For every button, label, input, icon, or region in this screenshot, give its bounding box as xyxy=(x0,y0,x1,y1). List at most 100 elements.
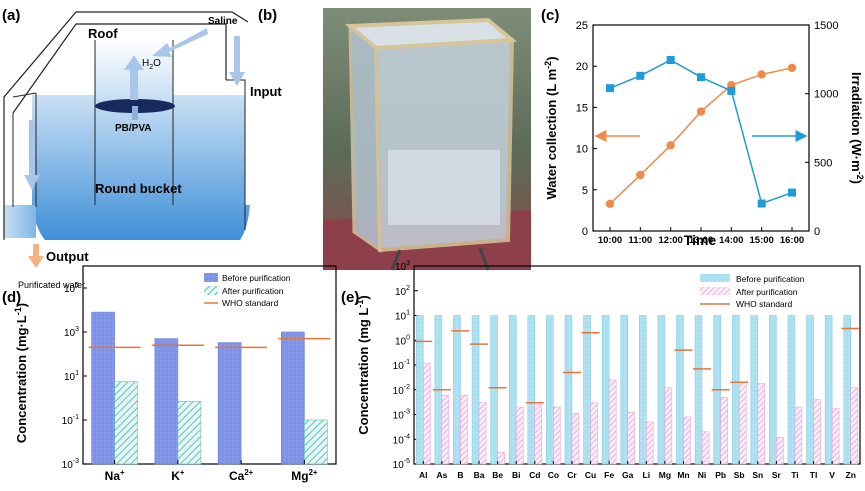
chart-e-bar-before xyxy=(546,315,554,465)
vapor-arrow xyxy=(124,55,144,100)
chart-c-point-left xyxy=(636,170,645,180)
legend-swatch-after xyxy=(204,286,218,295)
chart-e-bar-before xyxy=(639,315,647,465)
chart-e-xtick-label: Ti xyxy=(791,470,798,480)
chart-e-bar-after xyxy=(701,431,710,465)
legend-label-after: After purification xyxy=(222,286,284,296)
chart-c-xlabel: Time xyxy=(684,232,717,248)
chart-d-xtick-label: Na+ xyxy=(105,468,125,483)
chart-e-bar-before xyxy=(843,315,851,465)
chart-e-ylabel: Concentration (mg L-1) xyxy=(355,295,371,434)
chart-e-bar-before xyxy=(769,315,777,465)
legend-label-who-e: WHO standard xyxy=(736,299,792,309)
chart-e-bar-after xyxy=(423,362,431,465)
roof-label: Roof xyxy=(88,26,118,41)
chart-e-ytick-label: 10-1 xyxy=(393,359,410,372)
chart-e-bar-after xyxy=(776,437,784,465)
chart-c-ylabel-right: Irradiation (W·m-2) xyxy=(849,72,865,184)
chart-e-xtick-label: As xyxy=(436,470,447,480)
chart-c-ylabel-left: Water collection (L m-2) xyxy=(543,56,559,199)
chart-e-bar-before xyxy=(508,315,517,465)
product-label: Purificated water xyxy=(18,280,85,290)
chart-e-bar-after xyxy=(813,399,821,465)
chart-c-xtick-label: 14:00 xyxy=(719,235,743,246)
panel-label-a: (a) xyxy=(2,7,20,24)
legend-label-before: Before purification xyxy=(222,273,291,283)
input-label: Input xyxy=(250,84,282,99)
chart-c-point-left xyxy=(787,63,797,73)
chart-e-legend: Before purification After purification W… xyxy=(700,274,805,309)
chart-e-ytick-label: 101 xyxy=(395,310,410,323)
chart-e-bar-after xyxy=(590,402,598,465)
membrane-label: PB/PVA xyxy=(115,123,152,134)
chart-c-point-right xyxy=(697,73,705,82)
chart-e-ytick-label: 100 xyxy=(395,334,410,347)
chart-c-xtick-label: 15:00 xyxy=(750,235,774,246)
bucket-water xyxy=(32,40,250,240)
output-label: Output xyxy=(46,249,89,264)
chart-e-xtick-label: Mn xyxy=(677,470,689,480)
chart-d-ytick-label: 103 xyxy=(64,326,79,339)
chart-e-bar-after xyxy=(478,402,487,465)
chart-d-ytick-label: 105 xyxy=(64,282,79,295)
chart-c-ytick-right-label: 1000 xyxy=(814,89,838,101)
roof-outline xyxy=(3,11,249,110)
legend-swatch-before-e xyxy=(700,274,730,282)
chart-c-xtick-label: 16:00 xyxy=(780,235,804,246)
chart-e-xtick-label: B xyxy=(457,470,463,480)
chart-c-ytick-right-label: 0 xyxy=(814,226,820,238)
legend-label-who: WHO standard xyxy=(222,298,278,308)
chart-c-point-right xyxy=(666,56,675,65)
chart-e-bar-after xyxy=(571,413,580,465)
chart-e-xtick-label: Sn xyxy=(752,470,763,480)
chart-e-xtick-label: Pb xyxy=(715,470,726,480)
chart-e-bar-after xyxy=(553,406,561,465)
chart-d-ylabel: Concentration (mg·L-1) xyxy=(13,303,29,443)
panel-label-c: (c) xyxy=(541,7,559,24)
chart-e-xtick-label: Cd xyxy=(529,470,540,480)
chart-c-point-left xyxy=(696,107,706,116)
chart-e-bar-after xyxy=(608,379,617,465)
chart-d-bar-before xyxy=(281,331,305,465)
chart-e-bar-after xyxy=(757,383,766,465)
saline-label: Saline xyxy=(208,16,238,27)
chart-d-ytick-label: 10-1 xyxy=(62,414,79,427)
chart-e-bar-after xyxy=(850,387,858,465)
chart-e-xtick-label: Ga xyxy=(622,470,634,480)
panel-label-e: (e) xyxy=(341,289,359,306)
chart-c-point-right xyxy=(788,188,796,197)
photo-bucket xyxy=(388,150,500,225)
chart-d-legend: Before purification After purification W… xyxy=(204,273,291,308)
chart-c-point-left xyxy=(666,141,675,150)
chart-c-point-left xyxy=(605,199,615,209)
chart-c-ytick-right-label: 1500 xyxy=(814,20,838,32)
chart-c-point-right xyxy=(757,199,766,208)
chart-d-frame xyxy=(82,265,337,465)
chart-e-xtick-label: Ba xyxy=(474,470,485,480)
chart-e-ytick-label: 102 xyxy=(395,285,410,298)
chart-e-ytick-label: 10-2 xyxy=(393,384,410,397)
chart-c-xtick-label: 13:00 xyxy=(689,235,713,246)
chart-e-xtick-label: V xyxy=(829,470,835,480)
chart-c-point-right xyxy=(727,86,736,95)
chart-e-ytick-label: 103 xyxy=(395,260,410,273)
saline-arrow xyxy=(229,36,245,86)
chart-e-bar-before xyxy=(694,315,703,465)
chart-e-ytick-label: 10-3 xyxy=(393,409,410,422)
chart-e-bar-before xyxy=(453,315,461,465)
chart-e-xtick-label: Bi xyxy=(512,470,521,480)
photo-box-side xyxy=(348,22,382,253)
legend-swatch-after-e xyxy=(700,287,730,295)
chart-e-bar-before xyxy=(824,315,833,465)
chart-c-ytick-left-label: 10 xyxy=(576,144,588,156)
chart-c-ytick-left-label: 20 xyxy=(576,61,588,73)
chart-e-xtick-label: Cu xyxy=(585,470,596,480)
chart-e-bar-before xyxy=(583,315,591,465)
chart-e-bar-before xyxy=(806,315,814,465)
output-arrow xyxy=(28,244,44,268)
outlet-water xyxy=(4,205,36,238)
chart-d-xtick-label: Mg2+ xyxy=(291,468,318,483)
chart-c-xtick-label: 10:00 xyxy=(598,235,622,246)
chart-d-bar-after xyxy=(304,419,328,465)
chart-e-xtick-label: Li xyxy=(643,470,651,480)
